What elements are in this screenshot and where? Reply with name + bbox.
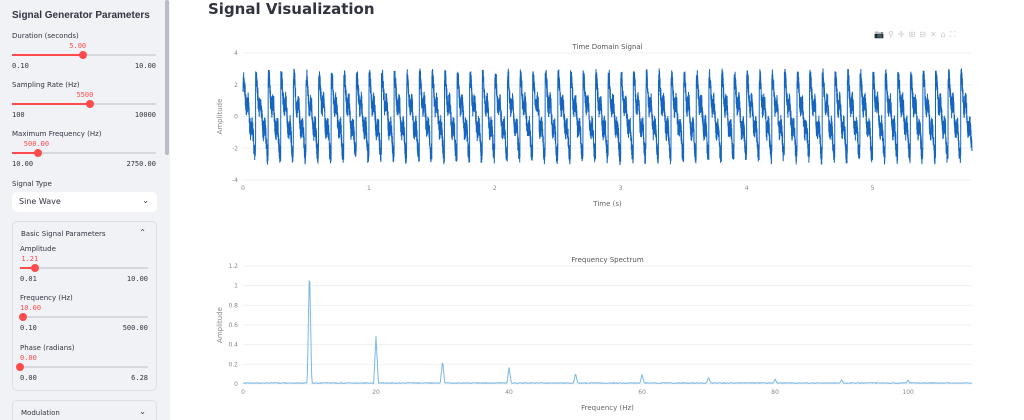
x-tick-label: 80 (771, 389, 779, 396)
frequency-thumb[interactable] (18, 313, 27, 321)
x-tick-label: 4 (745, 185, 749, 192)
home-icon[interactable]: ⌂ (940, 30, 946, 39)
duration-slider[interactable] (12, 51, 156, 59)
x-axis-label: Frequency (Hz) (581, 404, 634, 412)
autoscale-icon[interactable]: ✕ (929, 30, 937, 39)
zoom-in-icon[interactable]: ⊞ (908, 30, 916, 39)
chart-title: Time Domain Signal (571, 43, 642, 51)
phase-label: Phase (radians) (20, 344, 75, 352)
phase-max: 6.28 (131, 374, 148, 382)
sidebar-scrollbar[interactable] (165, 0, 169, 155)
y-tick-label: 2 (234, 82, 238, 89)
chart-title: Frequency Spectrum (571, 256, 643, 264)
phase-slider[interactable] (16, 363, 148, 371)
sampling-rate-value: 5500 (76, 91, 94, 99)
frequency-slider[interactable] (18, 313, 148, 321)
x-tick-label: 0 (241, 185, 245, 192)
modulation-expander[interactable]: Modulation ⌄ (12, 400, 157, 420)
max-frequency-max: 2750.00 (126, 160, 156, 168)
time-signal-line (242, 68, 973, 166)
y-tick-label: 0.6 (228, 322, 238, 329)
frequency-min: 0.10 (20, 324, 37, 332)
x-tick-label: 3 (619, 185, 623, 192)
sampling-rate-slider[interactable] (12, 100, 156, 108)
y-tick-label: -2 (232, 145, 238, 152)
max-frequency-thumb[interactable] (33, 149, 42, 157)
x-tick-label: 60 (638, 389, 646, 396)
y-tick-label: -4 (232, 177, 238, 184)
chevron-up-icon[interactable]: ⌃ (139, 228, 146, 237)
max-frequency-fill (12, 152, 38, 154)
duration-label: Duration (seconds) (12, 32, 79, 40)
fullscreen-icon[interactable]: ⛶ (949, 30, 956, 39)
duration-thumb[interactable] (79, 51, 88, 59)
y-tick-label: 0.4 (228, 342, 238, 349)
signal-type-label: Signal Type (12, 180, 52, 188)
duration-min: 0.10 (12, 62, 29, 70)
amplitude-fill (20, 267, 36, 269)
signal-type-value: Sine Wave (19, 197, 61, 206)
sampling-rate-min: 100 (12, 111, 25, 119)
duration-max: 10.00 (134, 62, 156, 70)
sampling-rate-label: Sampling Rate (Hz) (12, 81, 80, 89)
chart-modebar: 📷 ⚲ ✛ ⊞ ⊟ ✕ ⌂ ⛶ (874, 30, 955, 40)
frequency-max: 500.00 (122, 324, 148, 332)
y-tick-label: 0.2 (228, 361, 238, 368)
max-frequency-min: 10.00 (12, 160, 34, 168)
duration-value: 5.00 (69, 42, 87, 50)
sampling-rate-thumb[interactable] (86, 100, 95, 108)
y-tick-label: 0.8 (228, 302, 238, 309)
page-title: Signal Visualization (208, 0, 375, 18)
x-tick-label: 5 (871, 185, 875, 192)
x-tick-label: 1 (367, 185, 371, 192)
amplitude-min: 0.01 (20, 275, 37, 283)
amplitude-label: Amplitude (20, 245, 56, 253)
y-tick-label: 1.2 (228, 263, 238, 270)
modulation-header[interactable]: Modulation (21, 409, 60, 417)
spectrum-line (242, 279, 973, 385)
chevron-down-icon: ⌄ (142, 196, 149, 205)
y-tick-label: 0 (234, 114, 238, 121)
pan-icon[interactable]: ✛ (897, 30, 905, 39)
x-tick-label: 40 (505, 389, 513, 396)
amplitude-thumb[interactable] (31, 264, 40, 272)
y-tick-label: 1 (234, 283, 238, 290)
frequency-value: 10.00 (20, 304, 42, 312)
x-tick-label: 100 (902, 389, 914, 396)
phase-value: 0.00 (20, 354, 37, 362)
sampling-rate-fill (12, 103, 91, 105)
basic-params-expander: Basic Signal Parameters ⌃ (12, 221, 157, 391)
phase-thumb[interactable] (16, 363, 24, 371)
camera-icon[interactable]: 📷 (874, 30, 884, 39)
max-frequency-slider[interactable] (12, 149, 156, 157)
signal-type-select[interactable]: Sine Wave ⌄ (12, 192, 157, 212)
y-axis-label: Amplitude (216, 99, 224, 135)
y-axis-label: Amplitude (216, 307, 224, 343)
y-tick-label: 0 (234, 381, 238, 388)
x-tick-label: 20 (372, 389, 380, 396)
duration-fill (12, 54, 84, 56)
max-frequency-value: 500.00 (23, 140, 50, 148)
amplitude-max: 10.00 (126, 275, 148, 283)
basic-params-header[interactable]: Basic Signal Parameters (21, 230, 106, 238)
sampling-rate-max: 10000 (134, 111, 156, 119)
x-tick-label: 0 (241, 389, 245, 396)
zoom-out-icon[interactable]: ⊟ (919, 30, 926, 39)
sidebar: Signal Generator Parameters Duration (se… (0, 0, 170, 420)
x-axis-label: Time (s) (592, 200, 622, 208)
phase-min: 0.00 (20, 374, 37, 382)
zoom-icon[interactable]: ⚲ (887, 30, 894, 39)
chevron-down-icon: ⌄ (139, 407, 146, 416)
frequency-label: Frequency (Hz) (20, 294, 73, 302)
amplitude-value: 1.21 (21, 255, 39, 263)
amplitude-slider[interactable] (20, 264, 148, 272)
x-tick-label: 2 (493, 185, 497, 192)
max-frequency-label: Maximum Frequency (Hz) (12, 130, 102, 138)
y-tick-label: 4 (234, 50, 238, 57)
sidebar-title: Signal Generator Parameters (12, 10, 150, 21)
